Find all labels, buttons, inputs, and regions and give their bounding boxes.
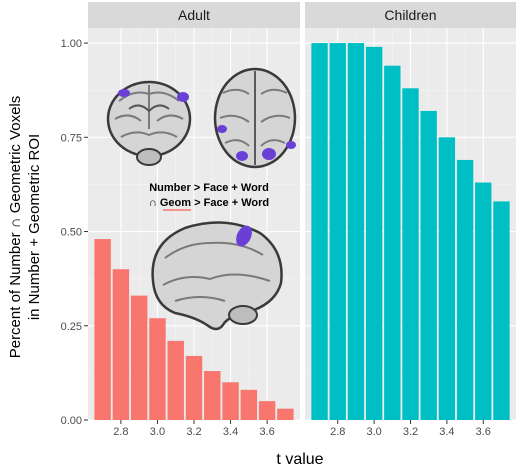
bar-children-3.3 (420, 110, 437, 420)
bar-adult-2.9 (130, 295, 148, 420)
bar-adult-3.4 (222, 382, 239, 420)
annotation-intersection-symbol: ∩ (149, 197, 157, 209)
x-tick-label: 2.8 (113, 426, 128, 438)
brain-sagittal-image (151, 221, 283, 331)
panel-adult: Adult (88, 2, 300, 421)
strip-adult (88, 2, 300, 28)
x-tick-label: 3.4 (439, 426, 454, 438)
brain-coronal-image (106, 80, 192, 166)
y-axis-title-line-1: Percent of Number ∩ Geometric Voxels (7, 96, 24, 359)
y-tick-label: 1.00 (61, 38, 82, 50)
y-tick-label: 0.50 (61, 227, 82, 239)
y-axis: 0.00 0.25 0.50 0.75 1.00 (61, 38, 88, 427)
x-axis: 2.8 3.0 3.2 3.4 3.6 2.8 3.0 3.2 3.4 3.6 (113, 420, 491, 438)
annotation-geom-underlined: Geom (160, 197, 191, 209)
brain-axial-image (213, 67, 297, 169)
annotation-line-2-rest: > Face + Word (194, 197, 269, 209)
x-tick-label: 3.2 (403, 426, 418, 438)
bar-adult-3.5 (240, 389, 258, 420)
annotation-line-1: Number > Face + Word (149, 182, 269, 194)
bar-children-2.9 (347, 43, 365, 420)
bar-adult-3.7 (277, 408, 294, 420)
bar-children-3.1 (384, 65, 401, 420)
bar-adult-3.2 (185, 355, 203, 420)
strip-label-adult: Adult (178, 7, 210, 23)
bar-adult-3.6 (258, 401, 276, 420)
x-tick-label: 2.8 (330, 426, 345, 438)
bar-children-3.4 (438, 137, 456, 421)
x-tick-label: 3.0 (366, 426, 381, 438)
strip-children (305, 2, 516, 28)
x-tick-label: 3.6 (476, 426, 491, 438)
y-tick-label: 0.75 (61, 132, 82, 144)
bar-adult-2.8 (112, 269, 130, 420)
x-tick-label: 3.0 (150, 426, 165, 438)
y-tick-label: 0.00 (61, 415, 82, 427)
strip-label-children: Children (384, 7, 436, 23)
y-axis-title-line-2: in Number + Geometric ROI (26, 134, 43, 320)
bar-adult-2.7 (94, 239, 111, 420)
bar-children-3.6 (475, 182, 492, 420)
bar-children-3.5 (456, 159, 474, 420)
bar-adult-3.0 (149, 318, 166, 420)
bar-children-3.0 (365, 46, 383, 420)
bar-children-2.7 (311, 43, 328, 420)
x-tick-label: 3.6 (259, 426, 274, 438)
x-tick-label: 3.4 (223, 426, 238, 438)
bar-adult-3.3 (204, 371, 221, 420)
bar-children-3.2 (402, 88, 419, 421)
panel-children: Children (305, 2, 516, 421)
x-tick-label: 3.2 (186, 426, 201, 438)
bar-children-2.8 (329, 43, 346, 420)
bar-adult-3.1 (167, 340, 184, 420)
y-tick-label: 0.25 (61, 321, 82, 333)
annotation-line-2: ∩ Geom > Face + Word (149, 197, 269, 209)
bar-children-3.7 (493, 201, 510, 420)
x-axis-title: t value (276, 451, 323, 468)
